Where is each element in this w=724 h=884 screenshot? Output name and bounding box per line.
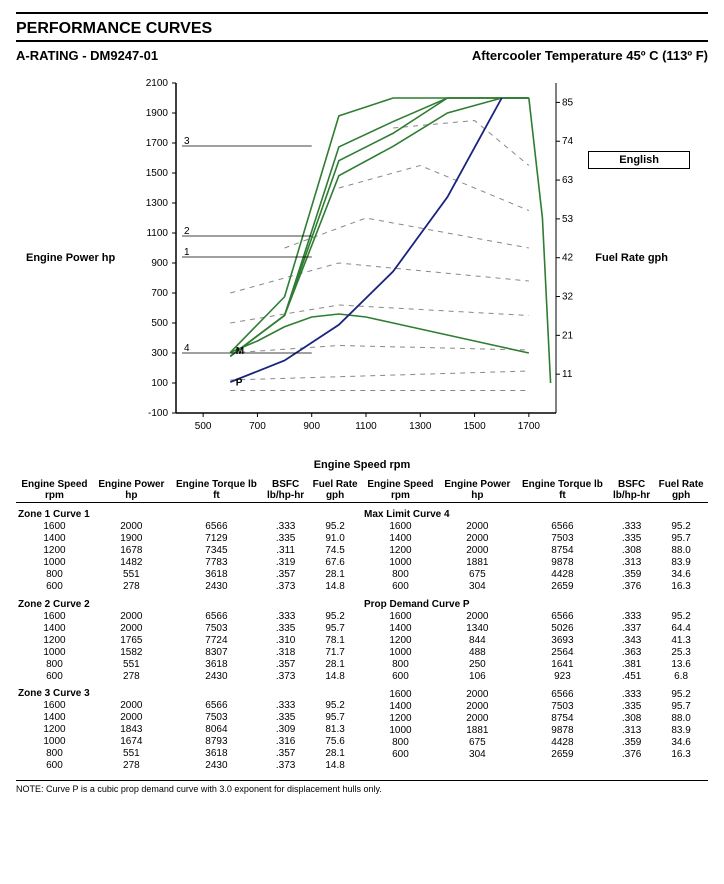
col-header: Engine Torque lbft — [170, 479, 263, 503]
table-row: 6003042659.37616.3 — [362, 581, 708, 593]
table-row: 120020008754.30888.0 — [362, 545, 708, 557]
svg-text:100: 100 — [151, 378, 168, 389]
col-header: BSFClb/hp-hr — [263, 479, 308, 503]
col-header: Engine Powerhp — [439, 479, 516, 503]
table-row: 100018819878.31383.9 — [362, 557, 708, 569]
footnote: NOTE: Curve P is a cubic prop demand cur… — [16, 780, 708, 794]
performance-chart: -100100300500700900110013001500170019002… — [16, 73, 708, 453]
svg-text:700: 700 — [249, 421, 266, 432]
table-row: 8005513618.35728.1 — [16, 569, 362, 581]
y-axis-label-left: Engine Power hp — [26, 252, 115, 264]
aftercooler-label: Aftercooler Temperature 45º C (113º F) — [472, 48, 708, 63]
table-row: 120016787345.31174.5 — [16, 545, 362, 557]
table-row: 100018819878.31383.9 — [362, 725, 708, 737]
table-row: 120017657724.31078.1 — [16, 634, 362, 646]
rating-label: A-RATING - DM9247-01 — [16, 48, 158, 63]
table-row: 6003042659.37616.3 — [362, 749, 708, 761]
table-row: 140020007503.33595.7 — [362, 701, 708, 713]
table-row: 160020006566.33395.2 — [362, 521, 708, 533]
page-title: PERFORMANCE CURVES — [16, 20, 708, 38]
svg-text:-100: -100 — [148, 408, 168, 419]
table-row: 100014827783.31967.6 — [16, 557, 362, 569]
table-row: 6002782430.37314.8 — [16, 760, 362, 772]
svg-text:11: 11 — [562, 369, 573, 380]
table-row: 8005513618.35728.1 — [16, 748, 362, 760]
svg-text:1300: 1300 — [146, 198, 169, 209]
svg-text:1100: 1100 — [146, 228, 168, 239]
table-row: 140020007503.33595.7 — [362, 533, 708, 545]
col-header: BSFClb/hp-hr — [609, 479, 654, 503]
group-title: Zone 3 Curve 3 — [16, 682, 362, 700]
svg-text:32: 32 — [562, 292, 574, 303]
table-row: 140019007129.33591.0 — [16, 533, 362, 545]
svg-text:3: 3 — [184, 136, 190, 147]
table-row: 12008443693.34341.3 — [362, 634, 708, 646]
svg-text:1300: 1300 — [409, 421, 432, 432]
table-row: 8006754428.35934.6 — [362, 569, 708, 581]
language-selector[interactable]: English — [588, 151, 690, 169]
group-title: Prop Demand Curve P — [362, 593, 708, 611]
group-title: Max Limit Curve 4 — [362, 503, 708, 521]
table-right: Engine SpeedrpmEngine PowerhpEngine Torq… — [362, 479, 708, 761]
col-header: Engine Speedrpm — [16, 479, 93, 503]
table-row: 160020006566.33395.2 — [16, 521, 362, 533]
svg-text:1900: 1900 — [146, 108, 169, 119]
svg-text:85: 85 — [562, 97, 574, 108]
data-tables: Engine SpeedrpmEngine PowerhpEngine Torq… — [16, 479, 708, 772]
svg-text:300: 300 — [151, 348, 168, 359]
x-axis-label: Engine Speed rpm — [16, 459, 708, 471]
table-row: 140020007503.33595.7 — [16, 622, 362, 634]
svg-text:2100: 2100 — [146, 78, 169, 89]
svg-text:1500: 1500 — [146, 168, 169, 179]
svg-text:53: 53 — [562, 214, 574, 225]
svg-text:1500: 1500 — [463, 421, 486, 432]
group-title: Zone 1 Curve 1 — [16, 503, 362, 521]
table-row: 100015828307.31871.7 — [16, 646, 362, 658]
table-row: 140020007503.33595.7 — [16, 712, 362, 724]
col-header: Fuel Rategph — [654, 479, 708, 503]
table-row: 8005513618.35728.1 — [16, 658, 362, 670]
svg-text:900: 900 — [151, 258, 168, 269]
group-title: Zone 2 Curve 2 — [16, 593, 362, 611]
table-row: 120018438064.30981.3 — [16, 724, 362, 736]
svg-text:42: 42 — [562, 253, 574, 264]
table-row: 6002782430.37314.8 — [16, 581, 362, 593]
svg-text:700: 700 — [151, 288, 168, 299]
col-header: Fuel Rategph — [308, 479, 362, 503]
table-row: 8006754428.35934.6 — [362, 737, 708, 749]
table-row: 160020006566.33395.2 — [362, 610, 708, 622]
svg-text:21: 21 — [562, 330, 574, 341]
svg-text:1100: 1100 — [355, 421, 377, 432]
svg-text:900: 900 — [303, 421, 320, 432]
col-header: Engine Speedrpm — [362, 479, 439, 503]
table-row: 160020006566.33395.2 — [16, 610, 362, 622]
svg-text:4: 4 — [184, 343, 190, 354]
col-header: Engine Powerhp — [93, 479, 170, 503]
y-axis-label-right: Fuel Rate gph — [595, 252, 668, 264]
svg-text:63: 63 — [562, 175, 574, 186]
svg-text:2: 2 — [184, 226, 190, 237]
table-row: 120020008754.30888.0 — [362, 713, 708, 725]
svg-text:74: 74 — [562, 136, 574, 147]
svg-text:M: M — [236, 346, 244, 357]
svg-text:1: 1 — [184, 247, 190, 258]
table-left: Engine SpeedrpmEngine PowerhpEngine Torq… — [16, 479, 362, 772]
svg-text:500: 500 — [151, 318, 168, 329]
table-row: 140013405026.33764.4 — [362, 622, 708, 634]
table-row: 600106923.4516.8 — [362, 670, 708, 682]
table-row: 10004882564.36325.3 — [362, 646, 708, 658]
table-row: 160020006566.33395.2 — [16, 700, 362, 712]
table-row: 100016748793.31675.6 — [16, 736, 362, 748]
col-header: Engine Torque lbft — [516, 479, 609, 503]
svg-text:1700: 1700 — [146, 138, 169, 149]
svg-text:1700: 1700 — [518, 421, 541, 432]
svg-text:500: 500 — [195, 421, 212, 432]
table-row: 8002501641.38113.6 — [362, 658, 708, 670]
table-row: 160020006566.33395.2 — [362, 689, 708, 701]
table-row: 6002782430.37314.8 — [16, 670, 362, 682]
svg-text:P: P — [236, 378, 243, 389]
